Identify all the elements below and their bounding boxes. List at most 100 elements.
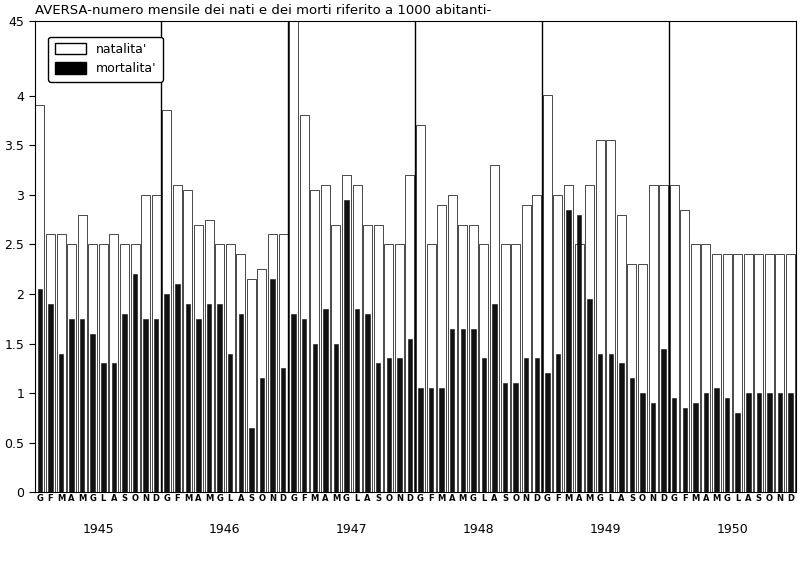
Bar (206, 304, 211, 492)
Bar (386, 358, 391, 492)
Bar (532, 195, 542, 492)
Bar (619, 363, 624, 492)
Bar (152, 195, 161, 492)
Bar (120, 245, 129, 492)
Bar (226, 245, 234, 492)
Bar (416, 125, 425, 492)
Bar (682, 408, 687, 492)
Bar (236, 254, 246, 492)
Bar (482, 358, 486, 492)
Bar (566, 209, 570, 492)
Bar (88, 245, 98, 492)
Bar (196, 319, 201, 492)
Bar (70, 319, 74, 492)
Bar (99, 245, 108, 492)
Bar (353, 185, 362, 492)
Bar (448, 195, 457, 492)
Bar (651, 403, 655, 492)
Bar (501, 245, 510, 492)
Bar (366, 314, 370, 492)
Bar (323, 309, 327, 492)
Bar (522, 205, 530, 492)
Bar (141, 195, 150, 492)
Bar (194, 225, 203, 492)
Bar (165, 294, 169, 492)
Bar (48, 304, 53, 492)
Bar (461, 329, 465, 492)
Bar (112, 363, 116, 492)
Bar (57, 234, 66, 492)
Bar (670, 185, 678, 492)
Bar (659, 185, 668, 492)
Bar (130, 245, 139, 492)
Bar (564, 185, 573, 492)
Bar (649, 185, 658, 492)
Bar (545, 374, 550, 492)
Bar (278, 234, 287, 492)
Bar (426, 245, 435, 492)
Text: 1945: 1945 (82, 523, 114, 536)
Bar (133, 274, 138, 492)
Bar (735, 413, 740, 492)
Bar (310, 190, 319, 492)
Bar (680, 209, 690, 492)
Bar (662, 349, 666, 492)
Bar (714, 388, 718, 492)
Bar (746, 393, 750, 492)
Bar (744, 254, 753, 492)
Bar (503, 383, 507, 492)
Legend: natalita', mortalita': natalita', mortalita' (49, 37, 163, 82)
Bar (437, 205, 446, 492)
Bar (397, 358, 402, 492)
Bar (344, 200, 349, 492)
Bar (162, 110, 171, 492)
Bar (554, 195, 562, 492)
Bar (691, 245, 700, 492)
Bar (154, 319, 158, 492)
Bar (260, 378, 264, 492)
Bar (302, 319, 306, 492)
Bar (577, 215, 582, 492)
Bar (511, 245, 520, 492)
Bar (757, 393, 761, 492)
Bar (408, 338, 412, 492)
Bar (78, 215, 86, 492)
Bar (122, 314, 126, 492)
Bar (110, 234, 118, 492)
Bar (786, 254, 795, 492)
Bar (733, 254, 742, 492)
Bar (725, 398, 730, 492)
Bar (291, 314, 296, 492)
Bar (80, 319, 85, 492)
Bar (765, 254, 774, 492)
Bar (672, 398, 677, 492)
Bar (321, 185, 330, 492)
Bar (173, 185, 182, 492)
Bar (406, 175, 414, 492)
Bar (585, 185, 594, 492)
Bar (215, 245, 224, 492)
Bar (384, 245, 394, 492)
Text: 1947: 1947 (336, 523, 367, 536)
Bar (450, 329, 454, 492)
Bar (469, 225, 478, 492)
Bar (228, 354, 233, 492)
Bar (556, 354, 560, 492)
Bar (38, 289, 42, 492)
Bar (355, 309, 359, 492)
Bar (514, 383, 518, 492)
Bar (90, 334, 95, 492)
Bar (334, 344, 338, 492)
Bar (492, 304, 497, 492)
Bar (58, 354, 63, 492)
Text: 1950: 1950 (717, 523, 748, 536)
Text: 1946: 1946 (209, 523, 241, 536)
Bar (479, 245, 489, 492)
Bar (471, 329, 476, 492)
Bar (596, 140, 605, 492)
Bar (429, 388, 434, 492)
Bar (268, 234, 277, 492)
Bar (617, 215, 626, 492)
Bar (458, 225, 467, 492)
Bar (342, 175, 351, 492)
